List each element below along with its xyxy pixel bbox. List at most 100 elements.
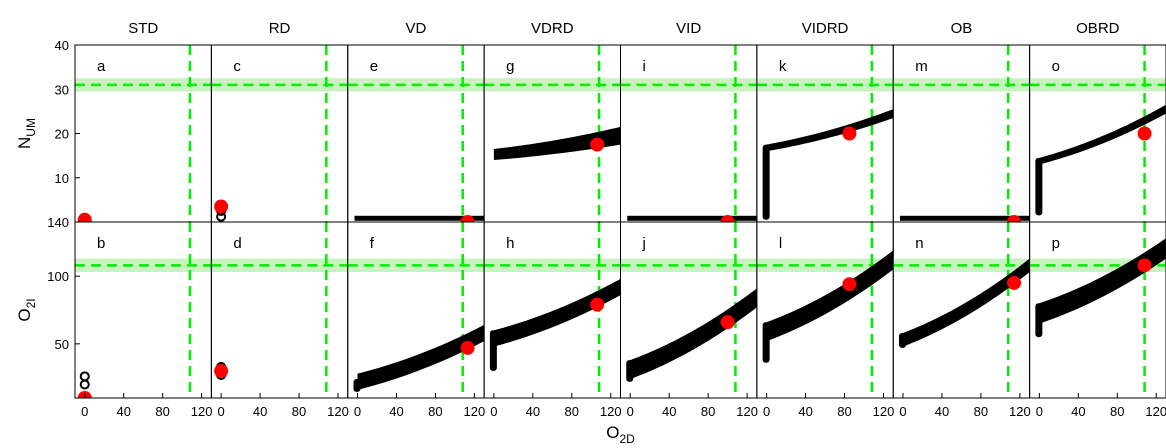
x-tick-label: 80 <box>428 404 442 419</box>
panel-d <box>211 222 348 398</box>
x-tick-label: 0 <box>217 404 224 419</box>
sim-cloud-band <box>357 324 485 390</box>
panel-e <box>347 45 485 222</box>
panel-p <box>1029 222 1166 398</box>
panel-frame <box>1029 221 1166 399</box>
panel-n <box>893 222 1030 398</box>
sim-cloud-flat <box>899 215 1030 221</box>
y-axis-label: NUM <box>15 118 38 149</box>
panel-a <box>75 45 212 222</box>
panel-letter: m <box>915 58 928 75</box>
panel-k <box>756 45 894 222</box>
column-title: VD <box>406 20 427 37</box>
sim-cloud-band <box>902 258 1030 347</box>
x-tick-label: 40 <box>389 404 403 419</box>
best-fit-marker <box>1007 275 1022 290</box>
x-tick-label: 120 <box>464 404 486 419</box>
panel-letter: n <box>915 235 923 252</box>
x-axis-label: O2D <box>606 423 635 446</box>
sim-cloud-band <box>1039 238 1166 324</box>
column-title: VID <box>676 20 701 37</box>
x-tick-label: 0 <box>1036 404 1043 419</box>
panel-o <box>1029 45 1166 222</box>
panel-c <box>211 45 348 222</box>
panel-letter: k <box>779 58 787 75</box>
x-tick-label: 120 <box>327 404 349 419</box>
x-tick-label: 0 <box>763 404 770 419</box>
sim-point <box>79 379 90 390</box>
panel-letter: h <box>506 235 514 252</box>
x-tick-label: 80 <box>1110 404 1124 419</box>
panel-l <box>756 222 894 398</box>
sim-cloud-band <box>1039 104 1166 165</box>
column-title: OB <box>951 20 973 37</box>
x-tick-label: 40 <box>798 404 812 419</box>
x-tick-label: 40 <box>253 404 267 419</box>
sim-cloud-band <box>493 278 621 347</box>
panel-b <box>75 222 212 398</box>
sim-cloud-spike <box>762 144 770 220</box>
sim-cloud-spike <box>898 333 906 348</box>
sim-cloud-spike <box>762 322 770 363</box>
panel-letter: c <box>233 58 241 75</box>
x-tick-label: 120 <box>191 404 213 419</box>
x-tick-label: 40 <box>526 404 540 419</box>
column-title: OBRD <box>1076 20 1120 37</box>
x-tick-label: 80 <box>565 404 579 419</box>
panel-i <box>620 45 757 222</box>
panel-h <box>484 222 621 398</box>
sim-cloud-spike <box>489 330 497 371</box>
panel-g <box>484 45 621 222</box>
x-tick-label: 0 <box>627 404 634 419</box>
x-tick-label: 0 <box>899 404 906 419</box>
best-fit-marker <box>590 297 605 312</box>
panel-letter: l <box>779 235 782 252</box>
x-tick-label: 120 <box>600 404 622 419</box>
y-tick-label: 30 <box>55 82 69 97</box>
best-fit-marker <box>1137 258 1152 273</box>
panel-f <box>347 222 485 398</box>
best-fit-marker <box>214 363 229 378</box>
x-tick-label: 0 <box>490 404 497 419</box>
best-fit-marker <box>720 215 735 222</box>
sim-cloud-spike <box>1035 303 1043 338</box>
best-fit-marker <box>77 212 92 222</box>
column-title: VDRD <box>531 20 574 37</box>
column-title: STD <box>128 20 158 37</box>
panel-letter: e <box>370 58 378 75</box>
y-tick-label: 100 <box>47 269 69 284</box>
x-tick-label: 40 <box>662 404 676 419</box>
panel-letter: g <box>506 58 514 75</box>
y-tick-label: 140 <box>47 215 69 230</box>
column-title: RD <box>269 20 291 37</box>
y-tick-label: 20 <box>55 127 69 142</box>
x-tick-label: 120 <box>873 404 895 419</box>
x-tick-label: 120 <box>1145 404 1166 419</box>
y-tick-label: 10 <box>55 171 69 186</box>
panel-letter: j <box>642 235 646 252</box>
x-tick-label: 80 <box>155 404 169 419</box>
column-title: VIDRD <box>802 20 849 37</box>
best-fit-marker <box>214 199 229 214</box>
y-tick-label: 40 <box>55 38 69 53</box>
panel-j <box>620 222 757 398</box>
sim-cloud-band <box>766 250 894 342</box>
sim-cloud-spike <box>1035 157 1043 216</box>
y-axis-label: O2I <box>15 298 38 321</box>
best-fit-marker <box>842 126 857 141</box>
best-fit-marker <box>590 137 605 152</box>
x-tick-label: 80 <box>701 404 715 419</box>
x-tick-label: 40 <box>116 404 130 419</box>
x-tick-label: 40 <box>935 404 949 419</box>
x-tick-label: 0 <box>354 404 361 419</box>
sim-cloud-spike <box>626 360 634 382</box>
x-tick-label: 80 <box>974 404 988 419</box>
best-fit-marker <box>1137 126 1152 141</box>
panel-letter: p <box>1052 235 1060 252</box>
x-tick-label: 0 <box>81 404 88 419</box>
panel-letter: d <box>233 235 241 252</box>
panel-letter: o <box>1052 58 1060 75</box>
best-fit-marker <box>720 315 735 330</box>
panel-letter: i <box>643 58 646 75</box>
